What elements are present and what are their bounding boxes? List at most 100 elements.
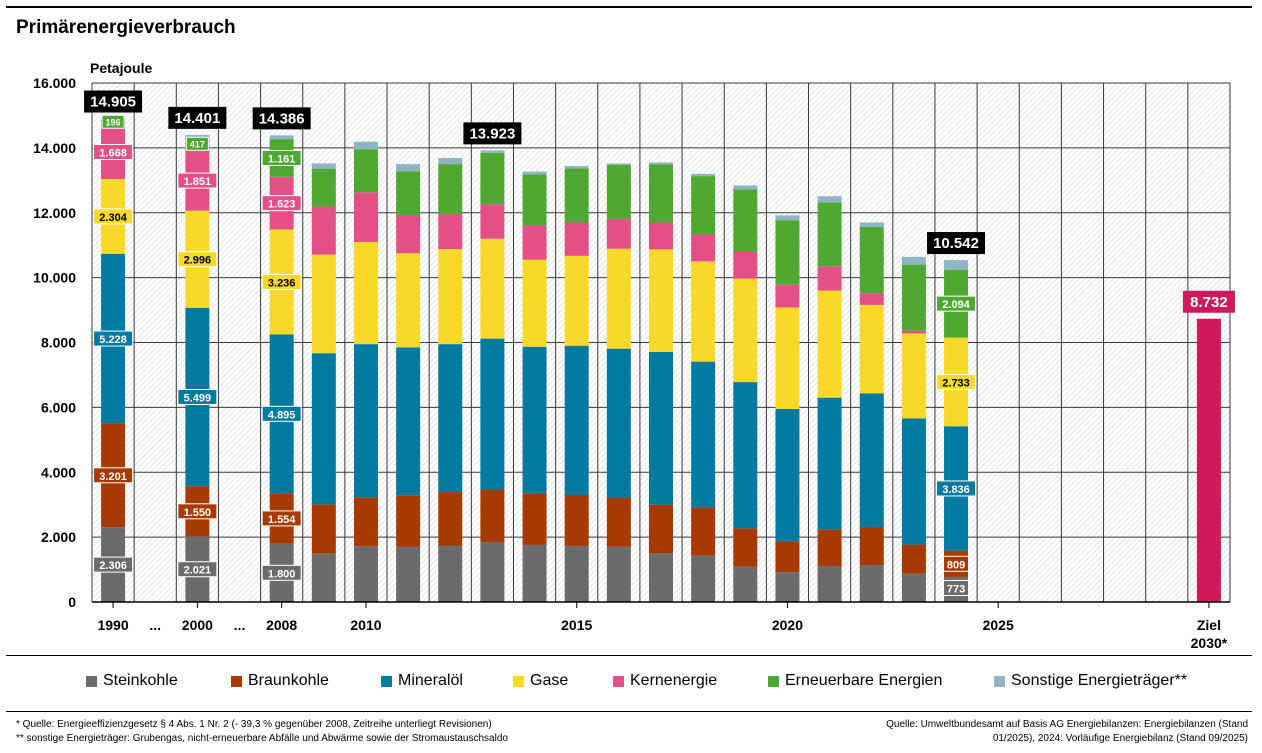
segment-label: 3.236 xyxy=(268,277,296,289)
legend-swatch xyxy=(381,675,392,687)
segment-label: 773 xyxy=(947,584,965,596)
bar-segment xyxy=(353,241,378,345)
bar-segment xyxy=(649,504,673,554)
segment-label-box xyxy=(261,510,302,527)
y-tick-label: 12.000 xyxy=(33,205,76,221)
segment-label-box xyxy=(936,480,977,497)
total-label: 14.401 xyxy=(174,110,220,127)
bar-segment xyxy=(859,226,884,294)
bar-segment xyxy=(691,361,716,508)
y-tick-label: 6.000 xyxy=(41,399,76,415)
segment-label: 1.623 xyxy=(268,199,296,211)
bar-segment xyxy=(606,546,631,602)
bar-segment xyxy=(480,238,505,339)
y-tick-label: 8.000 xyxy=(41,335,76,351)
legend-item: Kernenergie xyxy=(613,672,717,690)
x-tick-label: ... xyxy=(149,617,161,633)
x-tick-label: Ziel xyxy=(1197,617,1221,633)
bar-segment xyxy=(901,333,926,419)
bar-segment xyxy=(311,504,336,554)
bar-segment xyxy=(775,572,800,602)
bar-segment xyxy=(311,353,336,505)
segment-label-box xyxy=(943,580,970,596)
bar-segment xyxy=(817,290,842,398)
segment-label-box xyxy=(93,556,134,573)
legend-item: Erneuerbare Energien xyxy=(768,672,942,690)
bar-segment xyxy=(438,545,463,602)
segment-label-box xyxy=(177,251,218,268)
legend-item: Gase xyxy=(513,672,568,690)
bar-segment xyxy=(649,553,673,602)
bar-segment xyxy=(396,495,421,547)
bar-segment xyxy=(311,254,336,354)
bar-segment xyxy=(606,497,631,547)
segment-label-box xyxy=(261,564,302,581)
bar-segment xyxy=(859,304,884,394)
bar-segment xyxy=(353,344,378,498)
bar-segment xyxy=(817,202,842,267)
bar-segment xyxy=(396,546,421,602)
segment-label: 417 xyxy=(190,139,205,149)
bar-segment xyxy=(649,162,673,165)
total-label: 13.923 xyxy=(469,125,515,142)
bar-segment xyxy=(859,527,884,566)
segment-label-box xyxy=(177,388,218,405)
bar-segment xyxy=(438,214,463,250)
x-tick-label: 2008 xyxy=(266,617,297,633)
bar-segment xyxy=(901,256,926,265)
segment-label: 1.554 xyxy=(268,514,296,526)
total-label-box xyxy=(252,107,311,130)
top-rule xyxy=(6,6,1252,8)
target-bar xyxy=(1196,318,1221,602)
bar-segment xyxy=(311,168,336,207)
bar-segment xyxy=(564,168,589,223)
bar-segment xyxy=(817,565,842,602)
x-tick-label: 2020 xyxy=(772,617,803,633)
bar-segment xyxy=(901,330,926,334)
legend-swatch xyxy=(86,675,97,687)
segment-label: 3.836 xyxy=(942,484,970,496)
bar-segment xyxy=(817,397,842,530)
bar-segment xyxy=(817,196,842,203)
bar-segment xyxy=(522,171,547,175)
total-label-box xyxy=(84,90,143,113)
y-axis: Petajoule 0 2.000 4.000 6.000 8.000 10.000 12.… xyxy=(33,60,152,610)
bar-segment xyxy=(185,134,210,138)
segment-label: 1.668 xyxy=(99,147,127,159)
bar-segment xyxy=(606,218,631,249)
segment-label-box xyxy=(261,273,302,290)
bar-segment xyxy=(733,278,758,383)
source-line-1: Quelle: Umweltbundesamt auf Basis AG Ene… xyxy=(886,719,1248,730)
x-tick-label: ... xyxy=(234,617,246,633)
bar-segment xyxy=(480,489,505,542)
bar-segment xyxy=(733,528,758,567)
segment-label: 5.499 xyxy=(184,392,212,404)
y-tick-label: 16.000 xyxy=(33,75,76,91)
x-tick-label: 2000 xyxy=(182,617,213,633)
bar-segment xyxy=(649,249,673,352)
bar-segment xyxy=(649,351,673,505)
legend-swatch xyxy=(768,675,779,687)
legend-swatch xyxy=(231,675,242,687)
x-tick-label: 2015 xyxy=(561,617,592,633)
segment-label-box xyxy=(101,114,125,129)
bar-segment xyxy=(522,174,547,226)
bar-segment xyxy=(396,171,421,216)
legend-item: Steinkohle xyxy=(86,672,178,690)
y-tick-label: 10.000 xyxy=(33,270,76,286)
segment-label: 2.021 xyxy=(184,565,212,577)
segment-label: 4.895 xyxy=(268,409,296,421)
bar-segment xyxy=(733,189,758,252)
bar-segment xyxy=(817,529,842,566)
legend-label: Braunkohle xyxy=(248,672,329,689)
segment-label: 2.094 xyxy=(942,299,970,311)
bar-segment xyxy=(691,261,716,362)
bar-segment xyxy=(691,173,716,177)
bar-segment xyxy=(396,215,421,254)
legend: Steinkohle Braunkohle Mineralöl Gase Kernene… xyxy=(0,672,1262,696)
target-label-box xyxy=(1182,290,1235,313)
legend-label: Gase xyxy=(530,672,569,689)
bar-segment xyxy=(480,150,505,153)
total-label: 14.905 xyxy=(90,94,136,111)
footnote-2: ** sonstige Energieträger: Grubengas, ni… xyxy=(16,733,508,744)
